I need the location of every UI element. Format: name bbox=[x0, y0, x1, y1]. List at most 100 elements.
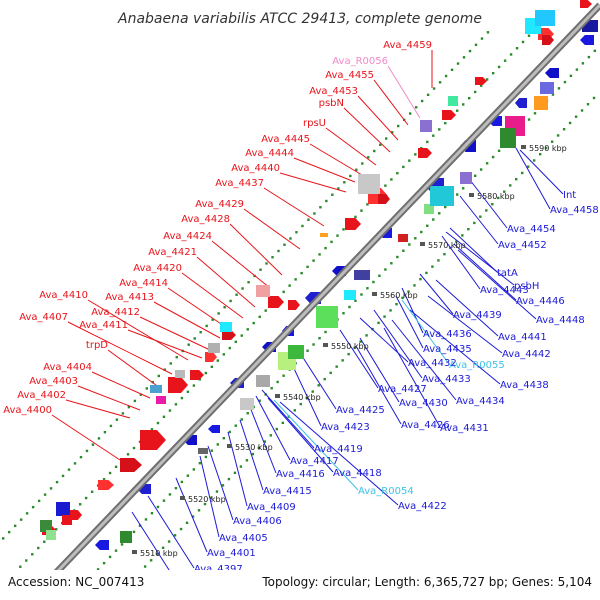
tick-dot bbox=[341, 359, 344, 362]
forward-gene bbox=[442, 110, 456, 120]
gene-block bbox=[40, 520, 52, 532]
leader-line bbox=[469, 179, 508, 229]
leader-line bbox=[247, 401, 277, 474]
tick-dot bbox=[383, 315, 386, 318]
tick-dot bbox=[509, 184, 512, 187]
tick-dot bbox=[246, 328, 249, 331]
tick-dot bbox=[324, 246, 327, 250]
gene-block bbox=[62, 515, 72, 525]
reverse-gene-label: Ava_4435 bbox=[423, 344, 472, 355]
tick-dot bbox=[257, 446, 261, 450]
tick-dot bbox=[503, 190, 506, 193]
tick-dot bbox=[258, 399, 261, 402]
tick-dot bbox=[324, 330, 327, 334]
tick-dot bbox=[420, 230, 423, 234]
forward-gene-label: Ava_4428 bbox=[181, 214, 230, 225]
tick-dot bbox=[568, 121, 572, 125]
gene-block bbox=[220, 322, 232, 332]
tick-dot bbox=[432, 134, 435, 137]
tick-dot bbox=[461, 187, 465, 190]
tick-dot bbox=[456, 62, 460, 65]
tick-dot bbox=[462, 56, 466, 59]
tick-dot bbox=[532, 159, 536, 162]
tick-dot bbox=[325, 199, 328, 203]
tick-dot bbox=[444, 205, 447, 209]
forward-gene-label: Ava_4413 bbox=[105, 292, 154, 303]
tick-dot bbox=[432, 87, 436, 90]
forward-gene-label: Ava_4424 bbox=[163, 231, 212, 242]
tick-dot bbox=[109, 424, 113, 428]
tick-dot bbox=[187, 343, 190, 346]
tick-dot bbox=[288, 284, 291, 287]
scale-tick bbox=[275, 394, 280, 398]
tick-dot bbox=[1, 537, 5, 540]
tick-dot bbox=[402, 165, 405, 169]
tick-dot bbox=[377, 321, 380, 325]
forward-gene-label: Ava_4402 bbox=[17, 390, 66, 401]
tick-dot bbox=[365, 334, 368, 337]
tick-dot bbox=[193, 337, 196, 340]
leader-line bbox=[211, 240, 271, 289]
forward-gene bbox=[168, 377, 188, 393]
reverse-gene-label: Ava_4427 bbox=[378, 384, 427, 395]
tick-dot bbox=[396, 124, 400, 128]
tick-dot bbox=[139, 393, 143, 396]
tick-dot bbox=[270, 387, 273, 390]
tick-dot bbox=[587, 55, 591, 59]
tick-dot bbox=[263, 440, 267, 443]
gene-block bbox=[288, 345, 304, 359]
tick-dot bbox=[402, 249, 405, 252]
tick-dot bbox=[234, 424, 237, 427]
tick-dot bbox=[306, 349, 309, 352]
forward-gene bbox=[542, 35, 554, 45]
tick-dot bbox=[246, 412, 249, 415]
tick-dot bbox=[592, 96, 596, 100]
reverse-gene-label: Ava_4423 bbox=[321, 422, 370, 433]
gene-block bbox=[208, 343, 220, 353]
tick-dot bbox=[241, 287, 244, 290]
gene-block bbox=[535, 10, 555, 26]
forward-gene bbox=[475, 77, 487, 85]
tick-dot bbox=[102, 561, 106, 565]
tick-dot bbox=[425, 271, 428, 275]
tick-dot bbox=[191, 515, 195, 518]
tick-dot bbox=[408, 112, 412, 115]
tick-dot bbox=[414, 237, 417, 240]
tick-dot bbox=[437, 259, 440, 262]
tick-dot bbox=[127, 405, 131, 409]
tick-dot bbox=[443, 252, 446, 256]
leader-line bbox=[515, 147, 551, 210]
tick-dot bbox=[163, 368, 166, 371]
tick-dot bbox=[96, 568, 100, 571]
tick-dot bbox=[426, 140, 429, 144]
tick-dot bbox=[347, 352, 350, 356]
gene-block bbox=[240, 398, 254, 410]
tick-dot bbox=[438, 81, 442, 84]
scale-tick bbox=[132, 550, 137, 554]
tick-dot bbox=[354, 215, 357, 219]
tick-dot bbox=[343, 181, 346, 184]
tick-dot bbox=[103, 430, 107, 434]
tick-dot bbox=[372, 280, 375, 284]
tick-dot bbox=[407, 290, 410, 293]
tick-dot bbox=[420, 99, 424, 103]
forward-gene bbox=[120, 458, 142, 472]
tick-dot bbox=[145, 387, 149, 390]
tick-dot bbox=[556, 134, 560, 137]
tick-dot bbox=[197, 509, 201, 512]
tick-dot bbox=[264, 309, 267, 312]
tick-dot bbox=[175, 355, 178, 359]
scale-label: 5530 kbp bbox=[235, 443, 273, 452]
leader-line bbox=[243, 208, 301, 250]
tick-dot bbox=[192, 384, 196, 387]
tick-dot bbox=[120, 543, 124, 546]
tick-dot bbox=[444, 121, 447, 125]
forward-gene bbox=[580, 0, 592, 8]
tick-dot bbox=[408, 159, 411, 162]
reverse-gene-label: Ava_4422 bbox=[398, 501, 447, 512]
tick-dot bbox=[90, 490, 94, 493]
tick-dot bbox=[414, 153, 417, 156]
tick-dot bbox=[438, 128, 441, 131]
tick-dot bbox=[162, 499, 166, 502]
tick-dot bbox=[485, 209, 488, 212]
